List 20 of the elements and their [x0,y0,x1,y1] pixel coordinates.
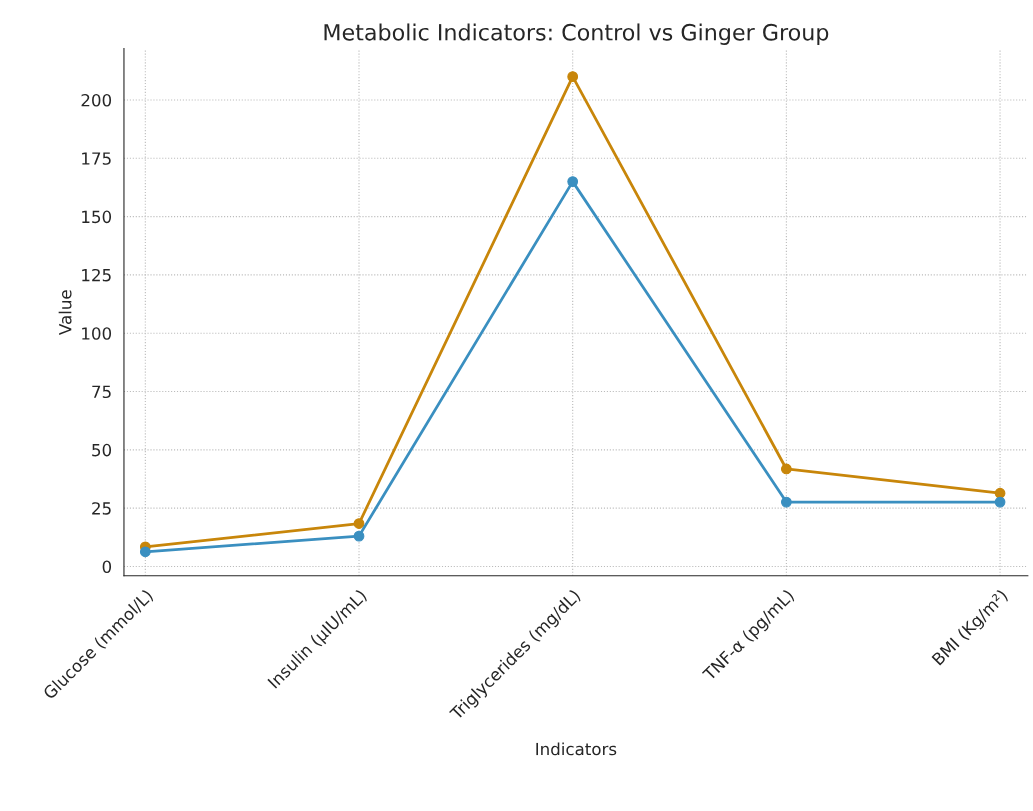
chart-title: Metabolic Indicators: Control vs Ginger Group [324,23,829,45]
point [780,463,792,475]
y-tick-label: 150 [82,210,112,224]
y-axis-title: Value [58,290,72,335]
y-tick-label: 125 [82,268,111,282]
y-tick-label: 200 [81,93,112,107]
point [567,71,579,83]
point [139,546,151,558]
point [567,176,579,187]
point [994,496,1006,508]
y-tick-label: 100 [82,327,112,340]
y-tick-label: 0 [102,560,112,574]
point [353,530,365,542]
y-tick-label: 175 [82,152,111,165]
y-tick-label: 25 [92,502,111,515]
y-tick-label: 50 [92,443,112,457]
point [780,496,792,508]
point [353,518,365,529]
y-tick-label: 75 [92,385,111,399]
x-axis-title: Indicators [536,742,617,756]
